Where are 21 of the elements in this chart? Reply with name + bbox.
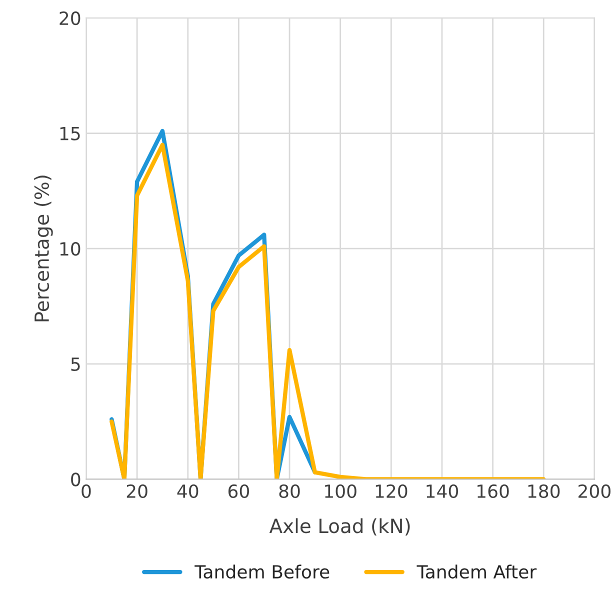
x-axis-title: Axle Load (kN): [269, 518, 410, 536]
y-axis-title: Percentage (%): [34, 176, 53, 322]
y-tick-label: 10: [60, 242, 80, 256]
x-tick-label: 20: [126, 484, 148, 498]
x-tick-label: 160: [478, 484, 509, 498]
y-tick-label: 0: [71, 472, 80, 486]
y-tick-label: 20: [60, 11, 80, 26]
x-tick-label: 40: [177, 484, 198, 498]
legend-label: Tandem Before: [194, 564, 330, 579]
x-tick-label: 100: [325, 484, 356, 498]
x-tick-label: 180: [528, 484, 560, 498]
y-tick-label: 5: [71, 358, 80, 372]
x-tick-label: 120: [376, 484, 408, 498]
y-tick-label: 15: [60, 126, 80, 140]
x-tick-label: 140: [426, 484, 458, 498]
x-tick-label: 80: [279, 484, 300, 498]
x-tick-label: 0: [82, 484, 91, 498]
x-tick-label: 200: [578, 484, 610, 498]
x-tick-label: 60: [228, 484, 249, 498]
legend-label: Tandem After: [416, 564, 537, 579]
line-series: [110, 142, 546, 480]
